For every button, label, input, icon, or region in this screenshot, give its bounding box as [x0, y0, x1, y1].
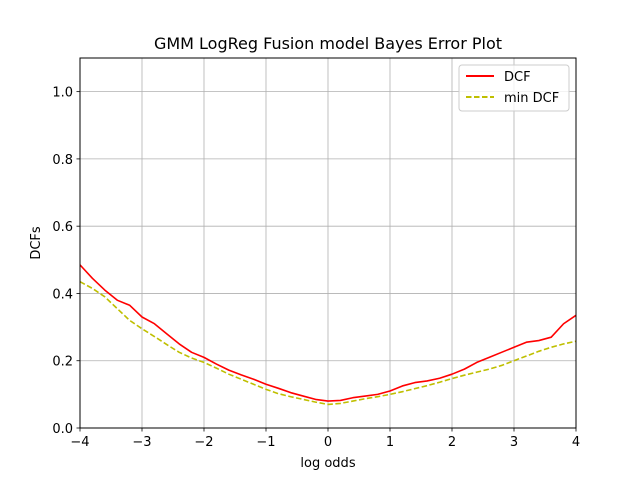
- legend: DCF min DCF: [458, 64, 570, 112]
- chart-title: GMM LogReg Fusion model Bayes Error Plot: [154, 34, 502, 53]
- x-tick-label: 4: [572, 435, 580, 450]
- y-tick-label: 0.6: [52, 220, 73, 235]
- x-tick-label: 0: [324, 435, 332, 450]
- x-tick-label: −3: [132, 435, 151, 450]
- dcf-line: [79, 264, 577, 402]
- min-dcf-line: [79, 280, 577, 406]
- x-tick-label: 3: [510, 435, 518, 450]
- legend-label-dcf: DCF: [504, 70, 531, 85]
- axis-ticks: −4 −3 −2 −1 0 1 2 3 4 0.0 0.2 0.4 0.6 0.8 1.0: [52, 86, 580, 450]
- x-tick-label: 2: [448, 435, 456, 450]
- x-axis-label: log odds: [300, 456, 355, 471]
- y-axis-label: DCFs: [29, 226, 44, 260]
- y-tick-label: 0.4: [52, 287, 73, 302]
- x-tick-label: −4: [70, 435, 89, 450]
- x-tick-label: −2: [194, 435, 213, 450]
- y-tick-label: 1.0: [52, 86, 73, 101]
- y-tick-label: 0.8: [52, 153, 73, 168]
- plot-series: [79, 264, 577, 406]
- legend-label-min-dcf: min DCF: [504, 91, 559, 106]
- x-tick-label: 1: [386, 435, 394, 450]
- y-tick-label: 0.2: [52, 355, 73, 370]
- y-tick-label: 0.0: [52, 422, 73, 437]
- x-tick-label: −1: [256, 435, 275, 450]
